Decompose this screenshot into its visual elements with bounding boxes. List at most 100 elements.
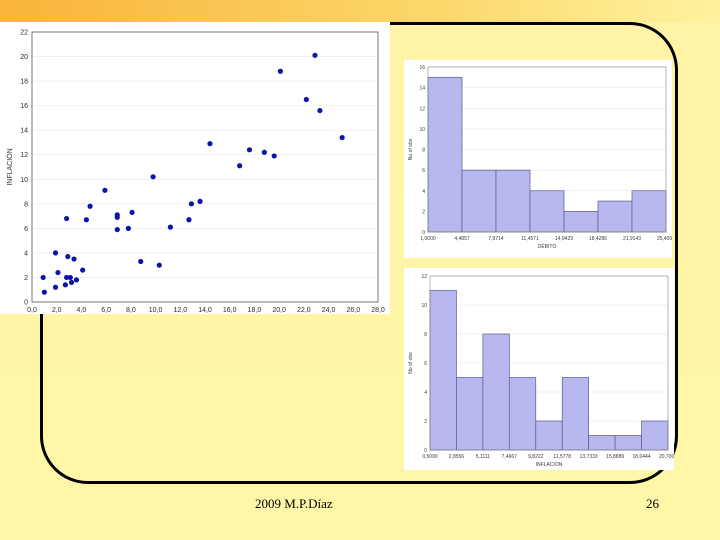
scatter-point — [52, 250, 59, 256]
histogram-bar — [563, 211, 599, 233]
scatter-point — [71, 256, 77, 262]
histogram-bar — [588, 435, 616, 451]
scatter-point — [188, 201, 195, 207]
scatter-point — [138, 258, 144, 265]
scatter-point — [167, 224, 173, 230]
y-tick-label: 0 — [422, 230, 425, 236]
histogram-bar — [495, 169, 531, 233]
x-tick-label: 13,7333 — [580, 454, 598, 460]
x-tick-label: 14,9429 — [555, 236, 573, 242]
scatter-point — [246, 147, 253, 153]
x-tick-label: 4,4857 — [454, 236, 470, 242]
scatter-point — [83, 217, 89, 223]
x-tick-label: 7,4667 — [502, 454, 518, 460]
plot-border — [429, 275, 669, 451]
x-tick-label: 28,0 — [371, 307, 385, 314]
histogram-debito-panel: 0 2 4 6 8 10 12 14 16 1,0000 4,4857 7,9714 11,4571 14… — [404, 60, 672, 258]
y-tick-label: 10 — [419, 127, 425, 133]
x-axis-label: DÉBITO — [538, 243, 557, 250]
x-tick-label: 1,0000 — [420, 236, 436, 242]
y-axis-label: INFLACIÓN — [5, 148, 14, 185]
scatter-point — [41, 289, 47, 295]
x-tick-label: 0,0 — [27, 307, 37, 314]
x-tick-label: 4,0 — [77, 307, 87, 314]
scatter-point — [261, 149, 267, 155]
x-tick-label: 10,0 — [149, 307, 163, 314]
y-axis-label: No of obs — [408, 352, 414, 374]
plot-border — [427, 66, 667, 233]
x-tick-label: 20,7000 — [659, 454, 674, 460]
histogram-bar — [427, 76, 463, 233]
y-tick-label: 8 — [24, 201, 28, 208]
y-tick-label: 4 — [422, 189, 425, 195]
y-tick-label: 18 — [20, 79, 28, 86]
scatter-point — [87, 203, 93, 209]
x-tick-label: 2,8556 — [449, 454, 465, 460]
histogram-bar — [597, 200, 633, 233]
y-tick-label: 14 — [20, 128, 28, 135]
y-tick-label: 10 — [421, 303, 427, 309]
scatter-point — [64, 215, 70, 222]
top-gradient-band — [0, 0, 720, 22]
scatter-chart: 0 2 4 6 8 10 12 14 16 18 20 22 0,0 2,0 4,0 6,0 8,0 10,0 12… — [5, 30, 385, 315]
scatter-point — [68, 279, 75, 285]
scatter-point — [65, 253, 71, 260]
scatter-point — [317, 107, 323, 114]
scatter-point — [271, 153, 277, 159]
scatter-point — [150, 174, 156, 180]
histogram-bar — [535, 420, 563, 451]
y-axis-label: No of obs — [408, 138, 414, 160]
y-tick-label: 20 — [20, 54, 28, 61]
y-tick-label: 0 — [24, 300, 28, 307]
x-tick-label: 16,0 — [223, 307, 237, 314]
histogram-bar — [461, 169, 497, 233]
scatter-point — [339, 134, 345, 141]
y-tick-label: 22 — [20, 30, 28, 37]
y-tick-label: 4 — [24, 250, 28, 257]
x-tick-label: 6,0 — [101, 307, 111, 314]
scatter-point — [40, 274, 46, 281]
scatter-point — [237, 163, 243, 169]
x-tick-label: 25,4000 — [657, 236, 672, 242]
scatter-point — [67, 274, 73, 281]
histogram-bar — [641, 420, 669, 451]
histogram-debito-chart: 0 2 4 6 8 10 12 14 16 1,0000 4,4857 7,9714 11,4571 14… — [408, 65, 672, 250]
y-tick-label: 8 — [422, 148, 425, 154]
scatter-point — [73, 277, 80, 283]
x-tick-label: 2,0 — [52, 307, 62, 314]
x-tick-label: 24,0 — [322, 307, 336, 314]
x-tick-label: 22,0 — [297, 307, 311, 314]
x-tick-label: 11,5778 — [553, 454, 571, 460]
x-tick-label: 20,0 — [272, 307, 286, 314]
x-tick-label: 5,1111 — [476, 454, 490, 460]
y-tick-label: 16 — [419, 65, 425, 71]
x-tick-label: 14,0 — [198, 307, 212, 314]
y-tick-label: 0 — [424, 448, 427, 454]
histogram-bar — [429, 290, 457, 451]
histogram-bar — [614, 435, 642, 451]
x-tick-label: 8,0 — [126, 307, 136, 314]
y-tick-label: 2 — [424, 419, 427, 425]
scatter-panel: 0 2 4 6 8 10 12 14 16 18 20 22 0,0 2,0 4,0 6,0 8,0 10,0 12… — [0, 22, 390, 314]
scatter-point — [80, 267, 86, 273]
histogram-bar — [561, 377, 590, 451]
y-tick-label: 8 — [424, 332, 427, 338]
y-tick-label: 16 — [20, 103, 28, 110]
y-tick-label: 12 — [421, 274, 427, 280]
y-tick-label: 6 — [24, 226, 28, 233]
scatter-point — [64, 274, 70, 281]
x-tick-label: 0,5000 — [422, 454, 438, 460]
histogram-inflacion-chart: 0 2 4 6 8 10 12 0,5000 2,8556 5,1111 7,4667 9,8222 1… — [408, 274, 674, 468]
y-tick-label: 14 — [419, 86, 425, 92]
y-tick-label: 6 — [424, 361, 427, 367]
y-tick-label: 10 — [20, 177, 28, 184]
y-tick-label: 4 — [424, 390, 427, 396]
histogram-bar — [508, 377, 537, 451]
x-tick-label: 26,0 — [346, 307, 360, 314]
scatter-point — [62, 282, 68, 288]
x-tick-label: 15,8889 — [606, 454, 624, 460]
x-tick-label: 18,0 — [248, 307, 262, 314]
scatter-point — [312, 52, 318, 58]
plot-border — [31, 31, 379, 303]
scatter-point — [114, 212, 120, 218]
